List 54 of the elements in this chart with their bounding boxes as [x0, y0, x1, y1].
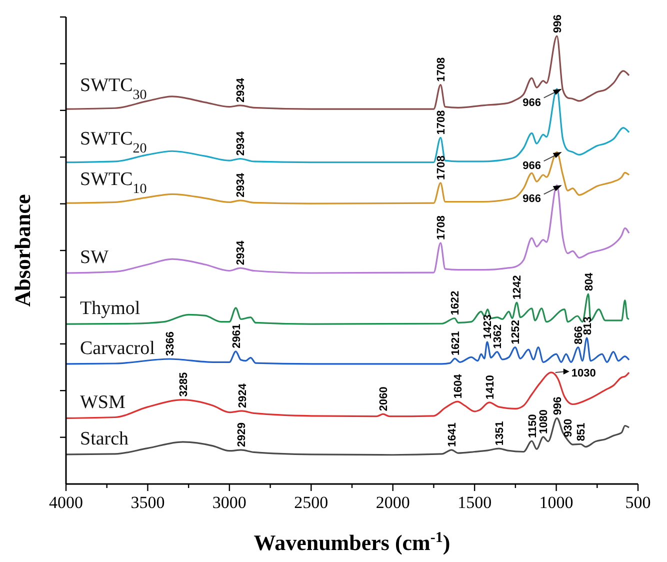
annotation: 1423 [482, 314, 494, 339]
x-tick-label: 4000 [49, 493, 83, 512]
annotation: 2924 [236, 382, 249, 408]
x-tick-label: 1000 [539, 493, 574, 512]
x-tick-label: 3500 [130, 493, 165, 512]
annotation: 2934 [235, 172, 248, 198]
annotation: 1622 [450, 290, 462, 316]
annotation: 1252 [510, 320, 522, 344]
annotation: 1362 [492, 324, 504, 349]
annotation: 996 [552, 14, 564, 33]
annotation: 1604 [452, 373, 465, 399]
annotation: 966 [522, 193, 542, 206]
series-label: WSM [80, 392, 126, 414]
x-tick-label: 2500 [294, 493, 328, 512]
annotation: 3366 [164, 332, 177, 356]
annotation: 966 [522, 96, 542, 109]
series-label: Thymol [80, 298, 140, 320]
annotation: 804 [583, 272, 596, 292]
x-tick-label: 1500 [458, 493, 492, 512]
annotation: 851 [576, 422, 588, 442]
annotation: 1708 [436, 215, 448, 240]
annotation: 2961 [230, 324, 243, 348]
series-label: SWTC$_{20}$ [80, 128, 147, 156]
annotation: 1708 [436, 155, 448, 180]
x-tick-label: 500 [625, 493, 651, 512]
annotation: 1621 [450, 331, 462, 356]
annotation: 2934 [235, 130, 248, 156]
series-label: SWTC$_{10}$ [80, 169, 147, 197]
annotation: 1351 [494, 421, 506, 446]
series-label: Starch [80, 428, 130, 450]
annotation: 3285 [178, 372, 190, 397]
x-tick-label: 3000 [212, 493, 246, 512]
x-tick-label: 2000 [376, 493, 410, 512]
series-label: Carvacrol [80, 338, 155, 359]
annotation: 1708 [436, 110, 448, 135]
annotation: 2934 [235, 77, 248, 102]
series-label: SW [80, 246, 109, 268]
annotation: 996 [552, 396, 564, 416]
annotation: 2934 [235, 240, 248, 266]
annotation: 1410 [484, 374, 496, 400]
annotation: 2929 [236, 422, 248, 447]
series-label: SWTC$_{30}$ [80, 75, 147, 103]
annotation: 813 [582, 316, 594, 335]
annotation: 966 [522, 160, 542, 172]
annotation: 1641 [446, 422, 459, 447]
annotation: 1150 [526, 414, 539, 438]
annotation: 1708 [436, 57, 448, 82]
annotation: 930 [562, 418, 575, 438]
annotation: 1030 [571, 367, 596, 380]
y-axis-title: Absorbance [10, 194, 35, 307]
annotation: 2060 [378, 386, 390, 412]
annotation: 1080 [538, 409, 550, 434]
annotation: 1242 [512, 275, 524, 300]
x-axis-title: Wavenumbers (cm$^{-1}$) [254, 530, 450, 555]
